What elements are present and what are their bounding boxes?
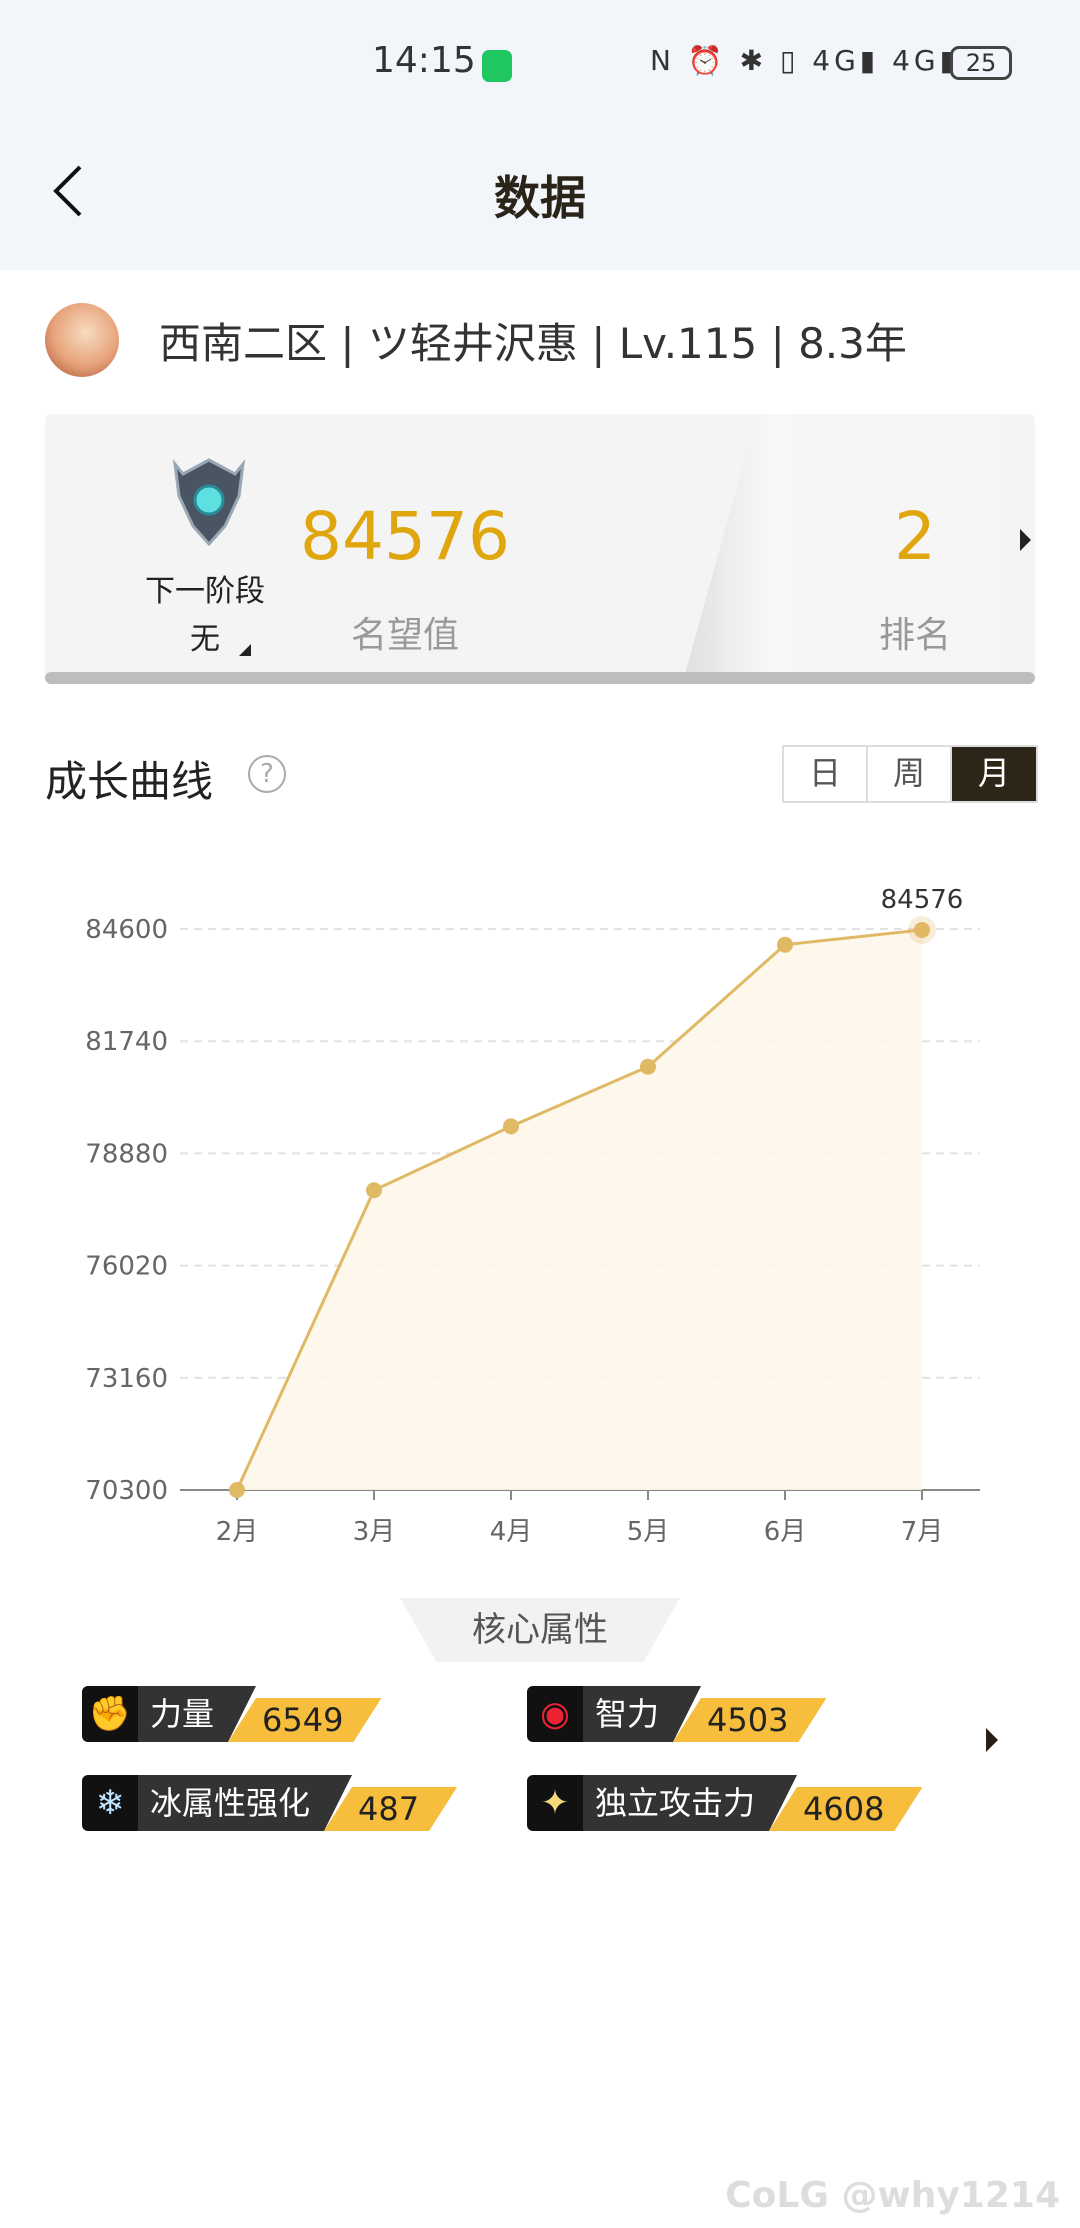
growth-chart: 70300 73160 76020 78880 81740 84600 2月 3月 4月 5月 6月… (85, 885, 980, 1547)
data-point (366, 1182, 382, 1199)
ice-icon: ❄ (82, 1775, 138, 1831)
period-tabs: 日 周 月 (782, 745, 1038, 803)
y-tick-label: 81740 (85, 1027, 168, 1057)
wechat-icon (482, 50, 512, 82)
status-icons: N ⏰ ✱ ▯ 4G▮ 4G▮ (650, 44, 960, 77)
data-label: 84576 (881, 885, 964, 915)
attribute-name: 独立攻击力 (583, 1775, 797, 1831)
profile-info: 西南二区 | ツ轻井沢惠 | Lv.115 | 8.3年 (159, 318, 907, 368)
attribute-value: 6549 (228, 1698, 381, 1742)
attribute-ice: ❄ 冰属性强化 487 (82, 1775, 457, 1831)
x-tick-label: 2月 (216, 1517, 259, 1547)
status-time: 14:15 (372, 40, 476, 81)
data-point (914, 921, 930, 938)
y-tick-label: 78880 (85, 1139, 168, 1169)
rank-value: 2 (894, 498, 936, 575)
y-tick-label: 76020 (85, 1252, 168, 1282)
avatar[interactable] (45, 303, 119, 377)
x-tick-label: 7月 (901, 1517, 944, 1547)
attribute-name: 智力 (583, 1686, 701, 1742)
y-tick-label: 70300 (85, 1476, 168, 1506)
area-fill (237, 929, 922, 1490)
attribute-strength: ✊ 力量 6549 (82, 1686, 381, 1742)
attribute-name: 力量 (138, 1686, 256, 1742)
growth-title: 成长曲线 (45, 757, 214, 806)
series-line (235, 928, 923, 1491)
data-point (503, 1118, 519, 1135)
attribute-value: 4503 (673, 1698, 826, 1742)
fist-icon: ✊ (82, 1686, 138, 1742)
reputation-value: 84576 (300, 498, 510, 575)
x-tick-label: 6月 (764, 1517, 807, 1547)
attribute-name: 冰属性强化 (138, 1775, 352, 1831)
tab-month[interactable]: 月 (952, 747, 1036, 801)
battery-icon: 25 (950, 46, 1012, 80)
x-tick-label: 5月 (627, 1517, 670, 1547)
page-title: 数据 (494, 171, 586, 225)
attribute-intelligence: ◉ 智力 4503 (527, 1686, 826, 1742)
watermark: CoLG @why1214 (725, 2175, 1060, 2216)
reputation-label: 名望值 (350, 615, 459, 656)
corner-triangle-icon (239, 644, 251, 656)
top-bar: 14:15 N ⏰ ✱ ▯ 4G▮ 4G▮ 25 数据 (0, 0, 1080, 270)
y-tick-label: 73160 (85, 1364, 168, 1394)
rank-label: 排名 (878, 615, 951, 656)
reputation-card[interactable]: 下一阶段 无 84576 名望值 2 排名 (45, 414, 1035, 684)
data-point (777, 936, 793, 953)
caret-right-icon[interactable] (986, 1728, 998, 1752)
data-point (229, 1482, 245, 1498)
attribute-value: 487 (324, 1787, 457, 1831)
data-point (640, 1058, 656, 1075)
next-stage-value: 无 (190, 622, 220, 657)
caret-right-icon[interactable] (1020, 529, 1031, 551)
rank-badge-icon (173, 458, 245, 547)
sword-icon: ✦ (527, 1775, 583, 1831)
y-tick-label: 84600 (85, 915, 168, 945)
x-tick-label: 3月 (353, 1517, 396, 1547)
tab-week[interactable]: 周 (868, 747, 952, 801)
core-attributes-title: 核心属性 (400, 1598, 680, 1662)
eye-icon: ◉ (527, 1686, 583, 1742)
attribute-value: 4608 (769, 1787, 922, 1831)
x-tick-label: 4月 (490, 1517, 533, 1547)
back-icon[interactable] (50, 165, 86, 217)
help-icon[interactable]: ? (248, 755, 286, 793)
data-point-highlight (908, 915, 936, 944)
card-scrollbar (45, 672, 1035, 684)
next-stage-label: 下一阶段 (145, 574, 265, 609)
attribute-independent-attack: ✦ 独立攻击力 4608 (527, 1775, 922, 1831)
profile-row: 西南二区 | ツ轻井沢惠 | Lv.115 | 8.3年 (45, 303, 907, 377)
tab-day[interactable]: 日 (784, 747, 868, 801)
